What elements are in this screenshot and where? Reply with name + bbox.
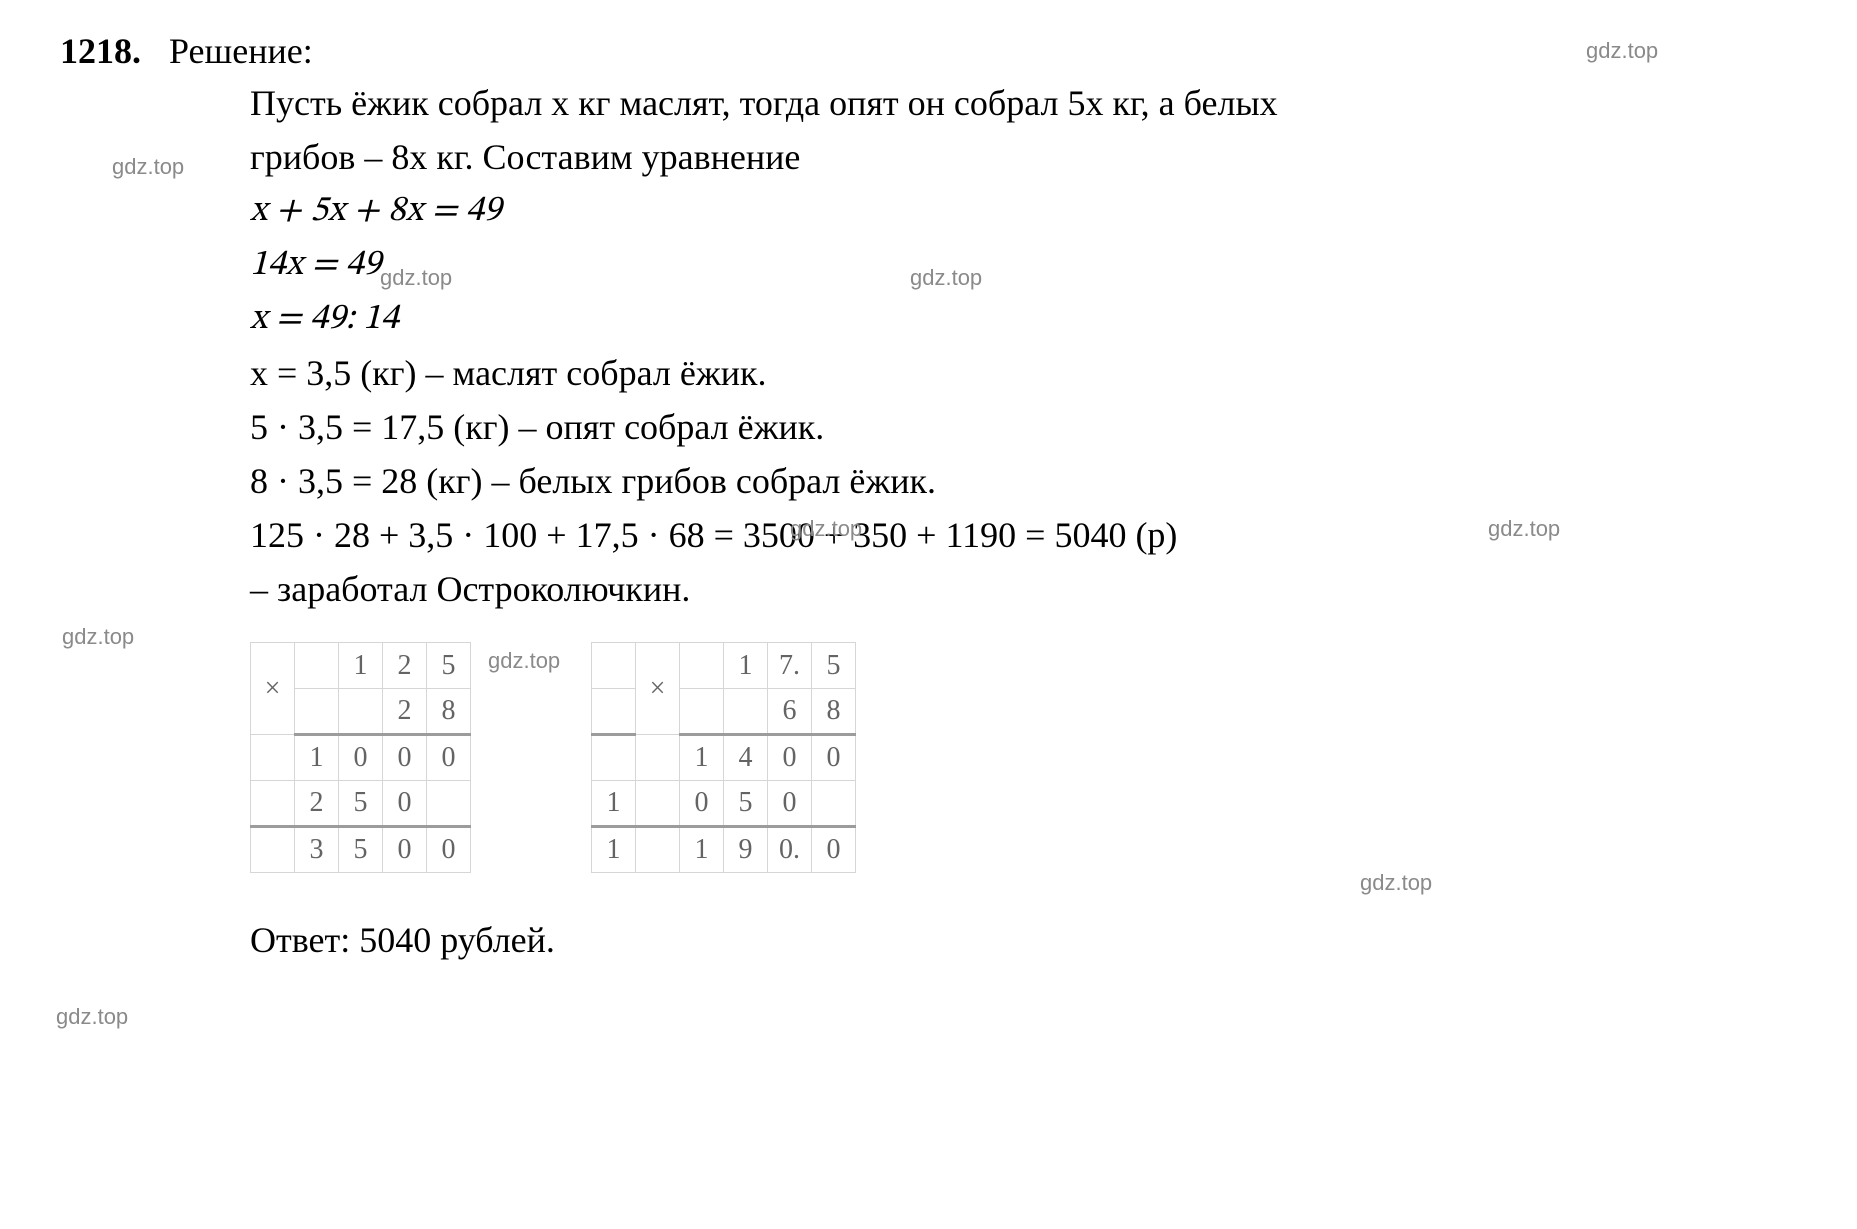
digit-cell xyxy=(592,735,636,781)
digit-cell: 0 xyxy=(383,827,427,873)
digit-cell: 0 xyxy=(768,781,812,827)
digit-cell: 0 xyxy=(427,735,471,781)
digit-cell: 0 xyxy=(680,781,724,827)
mult-sign: × xyxy=(636,643,680,735)
equation-5: 5 · 3,5 = 17,5 (кг) – опят собрал ёжик. xyxy=(250,400,1737,454)
digit-cell xyxy=(680,689,724,735)
digit-cell xyxy=(680,643,724,689)
digit-cell: 5 xyxy=(339,827,383,873)
equation-6: 8 · 3,5 = 28 (кг) – белых грибов собрал … xyxy=(250,454,1737,508)
digit-cell: 0 xyxy=(812,735,856,781)
digit-cell: 5 xyxy=(427,643,471,689)
mult-sign: × xyxy=(251,643,295,735)
solution-label: Решение: xyxy=(169,30,313,72)
digit-cell: 1 xyxy=(339,643,383,689)
digit-cell: 2 xyxy=(383,643,427,689)
digit-cell xyxy=(251,781,295,827)
digit-cell: 0 xyxy=(812,827,856,873)
digit-cell xyxy=(251,735,295,781)
equation-2: 14x = 49 xyxy=(250,238,1737,292)
equation-7: 125 · 28 + 3,5 · 100 + 17,5 · 68 = 3500 … xyxy=(250,508,1737,562)
digit-cell: 0 xyxy=(383,735,427,781)
digit-cell xyxy=(636,735,680,781)
digit-cell: 0 xyxy=(339,735,383,781)
equation-8: – заработал Остроколючкин. xyxy=(250,562,1737,616)
digit-cell xyxy=(812,781,856,827)
digit-cell xyxy=(295,643,339,689)
digit-cell: 4 xyxy=(724,735,768,781)
digit-cell: 1 xyxy=(680,735,724,781)
equation-1: x + 5x + 8x = 49 xyxy=(250,184,1737,238)
digit-cell: 1 xyxy=(295,735,339,781)
digit-cell: 5 xyxy=(724,781,768,827)
digit-cell: 0. xyxy=(768,827,812,873)
digit-cell: 7. xyxy=(768,643,812,689)
digit-cell: 1 xyxy=(592,781,636,827)
digit-cell xyxy=(592,643,636,689)
digit-cell: 1 xyxy=(680,827,724,873)
digit-cell: 1 xyxy=(592,827,636,873)
digit-cell: 0 xyxy=(383,781,427,827)
intro-line-2: грибов – 8x кг. Составим уравнение xyxy=(250,130,1737,184)
watermark-text: gdz.top xyxy=(56,1004,128,1030)
digit-cell: 0 xyxy=(427,827,471,873)
digit-cell xyxy=(724,689,768,735)
equation-4: x = 3,5 (кг) – маслят собрал ёжик. xyxy=(250,346,1737,400)
digit-cell: 9 xyxy=(724,827,768,873)
mult-table-1: ×1252810002503500 xyxy=(250,642,471,873)
digit-cell: 5 xyxy=(812,643,856,689)
digit-cell xyxy=(295,689,339,735)
digit-cell: 3 xyxy=(295,827,339,873)
digit-cell: 1 xyxy=(724,643,768,689)
watermark-text: gdz.top xyxy=(112,154,184,180)
mult-table-2: ×17.568140010501190.0 xyxy=(591,642,856,873)
digit-cell: 5 xyxy=(339,781,383,827)
equation-3: x = 49: 14 xyxy=(250,292,1737,346)
digit-cell xyxy=(636,827,680,873)
digit-cell xyxy=(251,827,295,873)
digit-cell: 8 xyxy=(427,689,471,735)
long-multiplication-tables: ×1252810002503500 ×17.568140010501190.0 xyxy=(250,642,1797,873)
digit-cell: 2 xyxy=(295,781,339,827)
watermark-text: gdz.top xyxy=(62,624,134,650)
problem-number: 1218. xyxy=(60,30,141,72)
digit-cell: 8 xyxy=(812,689,856,735)
digit-cell xyxy=(427,781,471,827)
intro-line-1: Пусть ёжик собрал x кг маслят, тогда опя… xyxy=(250,76,1737,130)
digit-cell xyxy=(592,689,636,735)
digit-cell xyxy=(339,689,383,735)
digit-cell: 0 xyxy=(768,735,812,781)
digit-cell: 6 xyxy=(768,689,812,735)
watermark-text: gdz.top xyxy=(1360,870,1432,896)
digit-cell: 2 xyxy=(383,689,427,735)
digit-cell xyxy=(636,781,680,827)
solution-body: Пусть ёжик собрал x кг маслят, тогда опя… xyxy=(250,76,1737,616)
answer-line: Ответ: 5040 рублей. xyxy=(250,920,555,960)
